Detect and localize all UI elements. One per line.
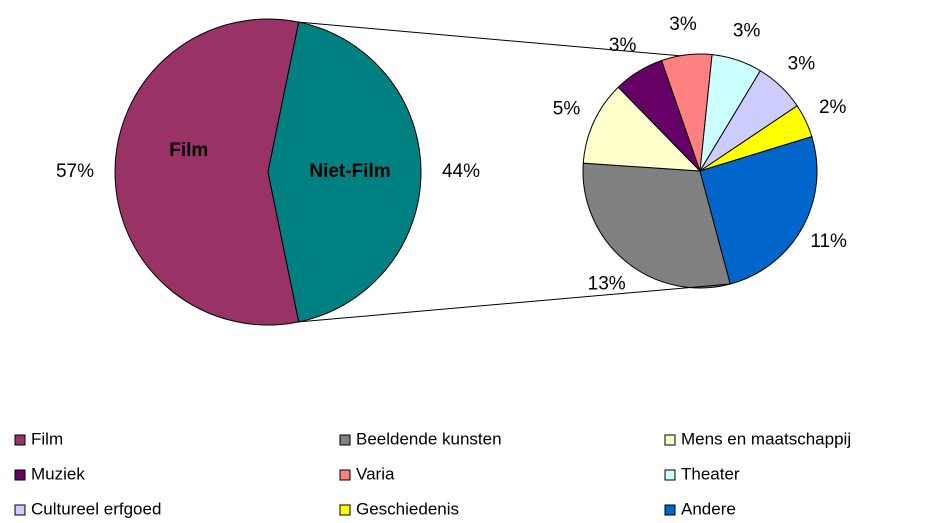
pie-slice <box>267 21 422 323</box>
legend-label: Film <box>31 429 63 448</box>
legend-label: Cultureel erfgoed <box>31 499 161 518</box>
legend-swatch <box>664 504 676 516</box>
legend-swatch <box>339 469 351 481</box>
legend-swatch <box>339 434 351 446</box>
legend-swatch <box>14 434 26 446</box>
slice-label: Niet-Film <box>309 161 390 182</box>
legend-label: Theater <box>681 464 740 483</box>
legend-label: Mens en maatschappij <box>681 429 851 448</box>
data-label: 2% <box>819 97 847 118</box>
data-label: 57% <box>56 161 94 182</box>
data-label: 3% <box>788 54 816 75</box>
pie-slice <box>582 162 731 289</box>
legend-label: Beeldende kunsten <box>356 429 502 448</box>
pie-slice <box>582 86 702 172</box>
pie-slice <box>699 135 818 285</box>
data-label: 11% <box>810 231 847 252</box>
data-label: 3% <box>669 14 697 35</box>
legend-swatch <box>339 504 351 516</box>
data-label: 3% <box>609 35 637 56</box>
slice-label: Film <box>169 140 208 161</box>
legend-swatch <box>664 434 676 446</box>
connector <box>298 283 731 323</box>
pie-slice <box>114 18 300 326</box>
data-label: 3% <box>733 21 761 42</box>
data-label: 13% <box>588 274 626 295</box>
data-label: 44% <box>442 161 480 182</box>
legend-label: Varia <box>356 464 395 483</box>
legend-swatch <box>14 504 26 516</box>
connector <box>298 21 680 57</box>
legend-swatch <box>664 469 676 481</box>
legend-label: Muziek <box>31 464 85 483</box>
legend-label: Andere <box>681 499 736 518</box>
legend-label: Geschiedenis <box>356 499 459 518</box>
data-label: 5% <box>553 98 581 119</box>
legend-swatch <box>14 469 26 481</box>
